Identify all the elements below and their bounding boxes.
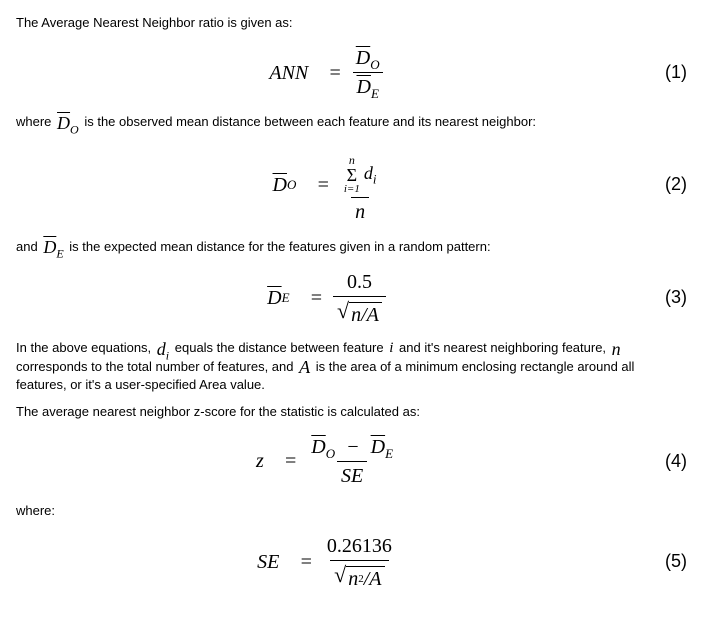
- eq1-numerator: DO: [352, 46, 384, 72]
- eq4-numerator: DO − DE: [307, 435, 397, 461]
- n2-post: /A: [364, 569, 382, 589]
- eq3-lhs: DE: [267, 284, 299, 312]
- equation-2-body: DO = n Σ i=1 di n: [273, 146, 381, 224]
- equals-sign: =: [300, 284, 334, 312]
- eq5-numerator: 0.26136: [323, 534, 396, 560]
- p2-post: is the observed mean distance between ea…: [84, 114, 536, 129]
- equation-3-body: DE = 0.5 √ n/A: [267, 270, 386, 325]
- sqrt-nA: √ n/A: [337, 299, 382, 325]
- variable-definitions-text: In the above equations, di equals the di…: [16, 339, 687, 394]
- eq2-lhs: DO: [273, 171, 307, 199]
- di-sub: i: [373, 172, 377, 187]
- equation-4: z = DO − DE SE (4): [16, 435, 687, 488]
- eq2-fraction: n Σ i=1 di n: [340, 146, 381, 224]
- zscore-intro-text: The average nearest neighbor z-score for…: [16, 403, 687, 421]
- do-sub-inline: O: [70, 122, 79, 136]
- eq1-lhs: ANN: [269, 59, 318, 87]
- where-text: where:: [16, 502, 687, 520]
- de-bar-inline: D: [43, 237, 56, 257]
- a-inline-symbol: A: [297, 358, 312, 376]
- do-bar-eq2: D: [273, 171, 287, 199]
- eq3-denominator: √ n/A: [333, 296, 386, 325]
- sigma-summand: di: [360, 163, 377, 185]
- de-sub-eq4: E: [385, 446, 393, 461]
- equation-number-3: (3): [637, 285, 687, 310]
- p4b: equals the distance between feature: [175, 340, 387, 355]
- minus-sign: −: [340, 436, 366, 458]
- eq5-fraction: 0.26136 √ n2/A: [323, 534, 396, 589]
- eq4-denominator: SE: [337, 461, 367, 488]
- de-definition-text: and DE is the expected mean distance for…: [16, 238, 687, 257]
- do-bar-symbol: D: [356, 47, 370, 69]
- do-bar-eq4: D: [311, 436, 325, 458]
- do-sub-eq4: O: [326, 446, 335, 461]
- equation-1: ANN = DO DE (1): [16, 46, 687, 99]
- p3-post: is the expected mean distance for the fe…: [69, 239, 490, 254]
- eq5-lhs: SE: [257, 548, 289, 576]
- eq3-fraction: 0.5 √ n/A: [333, 270, 386, 325]
- eq1-fraction: DO DE: [352, 46, 384, 99]
- de-inline-symbol: DE: [41, 238, 65, 256]
- di-inline-symbol: di: [155, 340, 171, 358]
- sigma-lower: i=1: [344, 184, 360, 195]
- sigma-block: n Σ i=1: [344, 154, 360, 195]
- equation-3: DE = 0.5 √ n/A (3): [16, 270, 687, 325]
- de-bar-eq3: D: [267, 284, 281, 312]
- sqrt-icon: √: [337, 300, 349, 326]
- equation-5: SE = 0.26136 √ n2/A (5): [16, 534, 687, 589]
- equals-sign: =: [306, 171, 340, 199]
- do-inline-symbol: DO: [55, 114, 81, 132]
- equals-sign: =: [274, 447, 308, 475]
- i-inline-symbol: i: [387, 341, 395, 356]
- sqrt-radicand: n/A: [349, 302, 382, 325]
- p4c: and it's nearest neighboring feature,: [399, 340, 610, 355]
- de-bar-eq4: D: [371, 436, 385, 458]
- eq4-lhs: z: [256, 447, 274, 475]
- sqrt-icon: √: [334, 564, 346, 590]
- equation-number-2: (2): [637, 172, 687, 197]
- eq2-numerator: n Σ i=1 di: [340, 146, 381, 197]
- eq4-fraction: DO − DE SE: [307, 435, 397, 488]
- sigma-icon: Σ: [347, 166, 357, 184]
- equation-4-body: z = DO − DE SE: [256, 435, 397, 488]
- eq2-denominator: n: [351, 197, 369, 224]
- equation-5-body: SE = 0.26136 √ n2/A: [257, 534, 396, 589]
- equation-number-4: (4): [637, 449, 687, 474]
- nA-text: n/A: [351, 305, 379, 325]
- equation-number-1: (1): [637, 60, 687, 85]
- n-inline-symbol: n: [610, 340, 623, 358]
- equals-sign: =: [318, 59, 352, 87]
- do-sub: O: [370, 57, 379, 72]
- equation-2: DO = n Σ i=1 di n (2): [16, 146, 687, 224]
- sigma-upper: n: [349, 154, 355, 166]
- sqrt-radicand-n2A: n2/A: [346, 566, 384, 589]
- de-sub-inline: E: [56, 247, 63, 261]
- sigma-term: n Σ i=1 di: [344, 154, 377, 195]
- eq1-denominator: DE: [353, 72, 383, 99]
- equation-number-5: (5): [637, 549, 687, 574]
- p2-pre: where: [16, 114, 55, 129]
- eq3-numerator: 0.5: [343, 270, 376, 296]
- de-bar-symbol: D: [357, 76, 371, 98]
- equals-sign: =: [289, 548, 323, 576]
- p4d: corresponds to the total number of featu…: [16, 359, 297, 374]
- p3-pre: and: [16, 239, 41, 254]
- equation-1-body: ANN = DO DE: [269, 46, 383, 99]
- sqrt-n2A: √ n2/A: [334, 563, 384, 589]
- di-inline: d: [157, 339, 166, 359]
- do-bar-inline: D: [57, 113, 70, 133]
- de-sub: E: [371, 86, 379, 101]
- do-definition-text: where DO is the observed mean distance b…: [16, 113, 687, 132]
- eq5-denominator: √ n2/A: [330, 560, 388, 589]
- p4a: In the above equations,: [16, 340, 155, 355]
- di-symbol: d: [364, 163, 373, 183]
- intro-text: The Average Nearest Neighbor ratio is gi…: [16, 14, 687, 32]
- n2-pre: n: [348, 569, 358, 589]
